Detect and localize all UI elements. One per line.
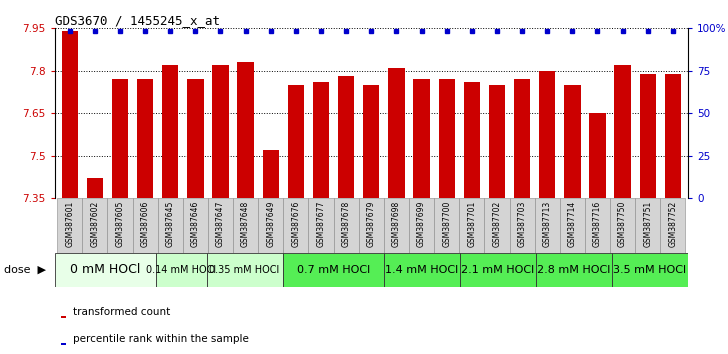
FancyBboxPatch shape: [560, 198, 585, 253]
Bar: [288, 85, 304, 198]
FancyBboxPatch shape: [384, 253, 460, 287]
Bar: [363, 85, 379, 198]
Bar: [61, 343, 66, 345]
Text: GSM387677: GSM387677: [317, 201, 325, 247]
Bar: [263, 150, 279, 198]
Text: GDS3670 / 1455245_x_at: GDS3670 / 1455245_x_at: [55, 14, 220, 27]
Bar: [313, 82, 329, 198]
Text: GSM387606: GSM387606: [141, 201, 149, 247]
FancyBboxPatch shape: [283, 198, 309, 253]
FancyBboxPatch shape: [132, 198, 158, 253]
FancyBboxPatch shape: [510, 198, 534, 253]
Text: GSM387752: GSM387752: [668, 201, 677, 247]
Text: GSM387678: GSM387678: [341, 201, 351, 247]
Text: 0.7 mM HOCl: 0.7 mM HOCl: [296, 265, 370, 275]
Bar: [614, 65, 630, 198]
FancyBboxPatch shape: [282, 253, 384, 287]
Bar: [61, 31, 78, 198]
Bar: [112, 79, 128, 198]
Bar: [464, 82, 480, 198]
Bar: [187, 79, 204, 198]
Text: GSM387700: GSM387700: [442, 201, 451, 247]
Text: percentile rank within the sample: percentile rank within the sample: [73, 334, 249, 344]
Text: GSM387713: GSM387713: [542, 201, 552, 247]
FancyBboxPatch shape: [384, 198, 409, 253]
FancyBboxPatch shape: [55, 253, 156, 287]
Text: GSM387750: GSM387750: [618, 201, 627, 247]
Bar: [539, 71, 555, 198]
Bar: [488, 85, 505, 198]
Text: GSM387645: GSM387645: [166, 201, 175, 247]
Bar: [388, 68, 405, 198]
Bar: [87, 178, 103, 198]
Text: GSM387605: GSM387605: [116, 201, 124, 247]
Text: 1.4 mM HOCl: 1.4 mM HOCl: [385, 265, 459, 275]
FancyBboxPatch shape: [660, 198, 686, 253]
FancyBboxPatch shape: [459, 198, 484, 253]
Text: GSM387701: GSM387701: [467, 201, 476, 247]
FancyBboxPatch shape: [484, 198, 510, 253]
FancyBboxPatch shape: [82, 198, 108, 253]
Text: GSM387698: GSM387698: [392, 201, 401, 247]
Text: 3.5 mM HOCl: 3.5 mM HOCl: [614, 265, 687, 275]
Bar: [61, 315, 66, 318]
FancyBboxPatch shape: [536, 253, 612, 287]
FancyBboxPatch shape: [333, 198, 359, 253]
FancyBboxPatch shape: [258, 198, 283, 253]
Text: dose  ▶: dose ▶: [4, 265, 46, 275]
FancyBboxPatch shape: [158, 198, 183, 253]
FancyBboxPatch shape: [359, 198, 384, 253]
Text: GSM387716: GSM387716: [593, 201, 602, 247]
FancyBboxPatch shape: [183, 198, 208, 253]
Text: GSM387601: GSM387601: [66, 201, 74, 247]
Bar: [640, 74, 656, 198]
FancyBboxPatch shape: [460, 253, 536, 287]
FancyBboxPatch shape: [434, 198, 459, 253]
Text: 0.14 mM HOCl: 0.14 mM HOCl: [146, 265, 216, 275]
FancyBboxPatch shape: [108, 198, 132, 253]
Text: 0 mM HOCl: 0 mM HOCl: [70, 263, 141, 276]
Text: transformed count: transformed count: [73, 307, 170, 317]
Bar: [338, 76, 355, 198]
FancyBboxPatch shape: [309, 198, 333, 253]
Text: GSM387648: GSM387648: [241, 201, 250, 247]
FancyBboxPatch shape: [534, 198, 560, 253]
Text: 2.8 mM HOCl: 2.8 mM HOCl: [537, 265, 611, 275]
Text: 2.1 mM HOCl: 2.1 mM HOCl: [462, 265, 534, 275]
Text: GSM387702: GSM387702: [492, 201, 502, 247]
Bar: [438, 79, 455, 198]
Text: GSM387699: GSM387699: [417, 201, 426, 247]
FancyBboxPatch shape: [585, 198, 610, 253]
Text: GSM387647: GSM387647: [216, 201, 225, 247]
Text: GSM387703: GSM387703: [518, 201, 526, 247]
FancyBboxPatch shape: [409, 198, 434, 253]
Bar: [414, 79, 430, 198]
Text: GSM387714: GSM387714: [568, 201, 577, 247]
Bar: [213, 65, 229, 198]
Bar: [162, 65, 178, 198]
Text: 0.35 mM HOCl: 0.35 mM HOCl: [210, 265, 280, 275]
Text: GSM387679: GSM387679: [367, 201, 376, 247]
Bar: [514, 79, 530, 198]
Text: GSM387751: GSM387751: [644, 201, 652, 247]
FancyBboxPatch shape: [612, 253, 688, 287]
Bar: [665, 74, 681, 198]
FancyBboxPatch shape: [207, 253, 282, 287]
Bar: [589, 113, 606, 198]
Bar: [237, 62, 254, 198]
FancyBboxPatch shape: [635, 198, 660, 253]
Text: GSM387646: GSM387646: [191, 201, 200, 247]
Bar: [137, 79, 154, 198]
Bar: [564, 85, 580, 198]
FancyBboxPatch shape: [156, 253, 207, 287]
Text: GSM387602: GSM387602: [90, 201, 99, 247]
FancyBboxPatch shape: [610, 198, 635, 253]
Text: GSM387649: GSM387649: [266, 201, 275, 247]
FancyBboxPatch shape: [208, 198, 233, 253]
FancyBboxPatch shape: [57, 198, 82, 253]
Text: GSM387676: GSM387676: [291, 201, 301, 247]
FancyBboxPatch shape: [233, 198, 258, 253]
